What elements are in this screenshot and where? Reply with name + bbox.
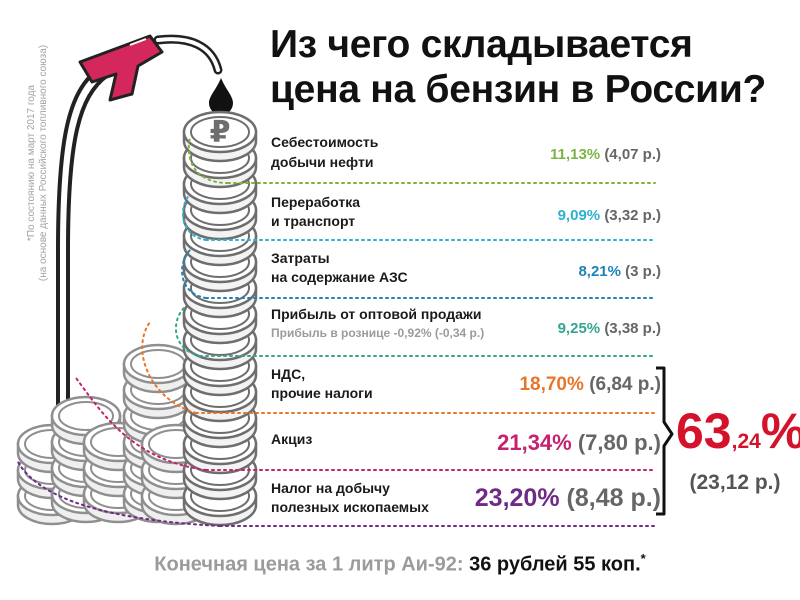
item-percent: 11,13% [550,146,601,163]
item-label-line-1: Акциз [271,431,313,447]
final-price-label: Конечная цена за 1 литр Аи-92: [154,553,464,576]
leader-lines [17,137,656,527]
ruble-coin-icon [122,343,194,394]
item-value: 18,70% (6,84 р.) [519,374,661,396]
fuel-drop-icon [209,78,233,115]
total-bracket [656,366,674,516]
tax-total-fraction: ,24 [731,430,761,453]
retail-profit-note: Прибыль в рознице -0,92% (-0,34 р.) [271,326,485,340]
cost-item-wholesale-profit: Прибыль от оптовой продажи Прибыль в роз… [271,302,661,348]
item-amount: (3,38 р.) [604,320,661,337]
leader-arc [75,377,207,471]
item-value: 21,34% (7,80 р.) [497,430,661,456]
item-percent: 8,21% [578,263,621,280]
tax-total: 63,24% (23,12 р.) [676,403,800,495]
item-label-line-1: Переработка [271,194,361,210]
tax-total-whole: 63 [676,403,732,459]
svg-text:₽: ₽ [210,115,231,150]
tax-total-amount: (23,12 р.) [689,471,781,494]
tax-total-percent: 63,24% [676,403,800,469]
item-value: 23,20% (8,48 р.) [475,484,661,513]
item-percent: 9,09% [557,207,601,224]
item-amount: (3 р.) [625,263,661,280]
item-value: 11,13% (4,07 р.) [550,146,661,163]
tax-total-percent-sign: % [761,403,800,459]
cost-item-extraction: Себестоимость добычи нефти 11,13% (4,07 … [271,131,661,177]
item-label-line-2: прочие налоги [271,385,373,401]
item-percent: 18,70% [519,374,584,395]
cost-item-excise: Акциз 21,34% (7,80 р.) [271,424,661,468]
item-label-line-1: НДС, [271,366,306,382]
item-value: 8,21% (3 р.) [578,263,661,280]
item-amount: (7,80 р.) [577,430,661,455]
title-line-1: Из чего складывается [270,23,693,66]
item-label-line-2: добычи нефти [271,154,374,170]
ruble-coin-icon: ₽ [182,110,258,163]
cost-item-mineral-tax: Налог на добычу полезных ископаемых 23,2… [271,475,661,525]
source-note-line-2: (на основе данных Российского топливного… [38,44,49,282]
source-note-line-1: *По состоянию на март 2017 года [26,84,37,242]
item-percent: 21,34% [497,430,572,455]
footnote-mark: * [640,551,646,566]
leader-arc [175,305,201,357]
item-amount: (3,32 р.) [604,207,661,224]
cost-item-vat: НДС, прочие налоги 18,70% (6,84 р.) [271,362,661,412]
item-label-line-1: Себестоимость [271,134,379,150]
leader-arc [182,193,207,241]
fuel-nozzle-icon [78,34,223,102]
page-title: Из чего складывается цена на бензин в Ро… [270,22,790,112]
item-value: 9,25% (3,38 р.) [558,320,661,337]
cost-item-stations: Затраты на содержание АЗС 8,21% (3 р.) [271,245,661,291]
item-label-line-1: Налог на добычу [271,480,390,496]
source-note: *По состоянию на март 2017 года (на осно… [26,18,49,308]
cost-item-refining: Переработка и транспорт 9,09% (3,32 р.) [271,189,661,235]
final-price-value: 36 рублей 55 коп. [469,553,641,576]
title-line-2: цена на бензин в России? [270,68,767,111]
leader-arc [181,249,207,299]
item-percent: 23,20% [474,484,560,512]
item-label-line-1: Затраты [271,250,330,266]
final-price: Конечная цена за 1 литр Аи-92: 36 рублей… [0,551,800,577]
item-percent: 9,25% [557,320,601,337]
item-amount: (4,07 р.) [604,146,661,163]
item-label-line-2: на содержание АЗС [271,269,408,285]
coin-stacks: ₽ [16,110,258,527]
fuel-hose [56,66,110,430]
item-amount: (6,84 р.) [589,374,661,395]
item-label-line-1: Прибыль от оптовой продажи [271,306,482,322]
item-amount: (8,48 р.) [566,484,661,512]
item-value: 9,09% (3,32 р.) [558,207,661,224]
leader-arc [187,137,229,184]
item-label-line-2: полезных ископаемых [271,499,429,515]
item-label-line-2: и транспорт [271,213,356,229]
